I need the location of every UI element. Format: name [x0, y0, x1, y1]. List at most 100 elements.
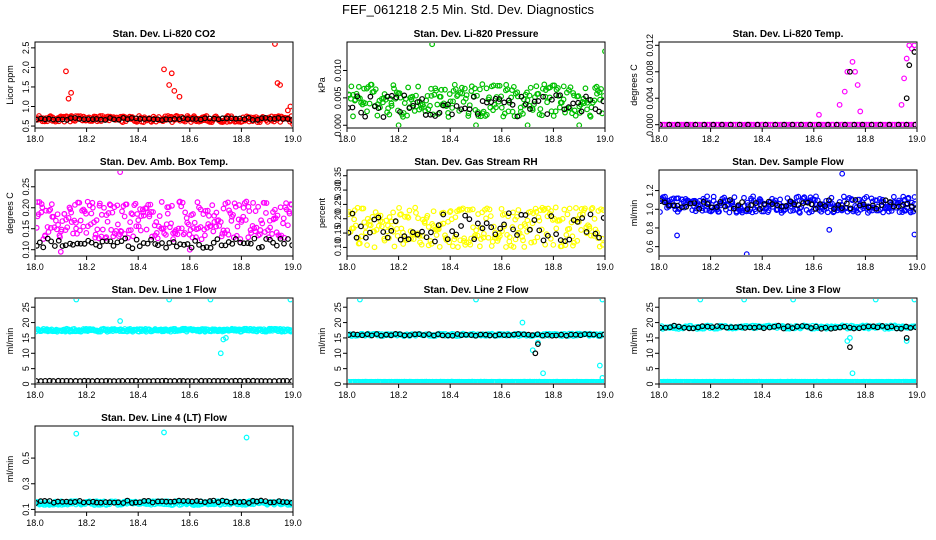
x-tick-label: 18.8: [233, 134, 251, 144]
data-point: [280, 215, 287, 222]
data-point: [548, 96, 555, 103]
data-point: [381, 237, 388, 244]
data-point: [469, 206, 476, 213]
data-point: [210, 228, 217, 235]
plot-frame: [346, 41, 606, 129]
data-point: [529, 107, 536, 113]
x-tick-label: 18.2: [390, 262, 408, 272]
data-point: [487, 213, 494, 220]
data-point: [83, 210, 89, 217]
data-point: [193, 234, 199, 241]
data-point: [519, 233, 525, 240]
data-point: [696, 205, 703, 212]
data-point: [748, 202, 755, 209]
data-point: [63, 68, 69, 75]
x-tick-label: 18.0: [338, 262, 356, 272]
data-point: [798, 121, 804, 127]
data-point: [396, 204, 402, 211]
data-point: [762, 121, 769, 127]
data-point: [449, 243, 456, 250]
data-point: [782, 206, 789, 213]
data-point: [869, 202, 876, 209]
data-point: [586, 225, 593, 232]
data-point: [847, 205, 854, 212]
data-point: [401, 332, 408, 339]
data-point: [259, 244, 265, 250]
data-point: [179, 199, 186, 206]
data-point: [430, 208, 437, 215]
data-point: [442, 86, 448, 93]
data-point: [46, 377, 53, 383]
data-point: [873, 205, 880, 212]
data-point: [168, 220, 174, 227]
y-tick-label: 0.20: [333, 210, 343, 228]
data-point: [261, 199, 268, 206]
data-point: [762, 202, 769, 209]
x-tick-label: 18.2: [390, 390, 408, 400]
data-point: [210, 497, 217, 504]
data-point: [467, 206, 473, 213]
plot-frame: [34, 425, 294, 513]
data-point: [277, 204, 284, 211]
data-point: [39, 204, 46, 211]
data-point: [209, 202, 216, 209]
x-tick-label: 18.8: [857, 134, 875, 144]
data-point: [48, 238, 55, 245]
data-point: [710, 193, 717, 200]
data-point: [535, 214, 542, 221]
data-point: [409, 229, 416, 236]
data-point: [110, 242, 117, 249]
chart-title: Stan. Dev. Li-820 Temp.: [733, 29, 844, 40]
x-tick-label: 18.4: [441, 134, 459, 144]
data-point: [874, 324, 881, 331]
data-point: [76, 227, 83, 234]
data-point: [510, 226, 516, 233]
x-tick-label: 18.4: [753, 262, 771, 272]
y-tick-label: 0: [333, 381, 343, 386]
data-point: [841, 88, 848, 95]
data-point: [280, 220, 286, 227]
data-point: [226, 207, 232, 214]
data-point: [175, 225, 182, 232]
y-tick-label: 25: [21, 302, 31, 312]
data-point: [238, 217, 245, 223]
x-tick-label: 19.0: [596, 262, 614, 272]
data-point: [601, 92, 604, 99]
data-point: [274, 212, 281, 219]
y-tick-label: 0.008: [645, 61, 655, 84]
data-point: [463, 92, 470, 99]
data-point: [599, 235, 604, 242]
y-tick-label: 2.0: [21, 61, 31, 74]
data-point: [289, 378, 292, 383]
data-point: [243, 198, 250, 205]
data-point: [135, 217, 142, 224]
plot-frame: [658, 41, 918, 129]
data-point: [413, 92, 419, 99]
data-point: [532, 350, 539, 357]
data-point: [368, 332, 375, 339]
data-point: [280, 378, 287, 383]
x-tick-label: 18.2: [702, 390, 720, 400]
data-point: [270, 239, 276, 246]
data-point: [202, 232, 208, 239]
x-tick-label: 18.4: [441, 390, 459, 400]
data-point: [362, 113, 369, 120]
data-point: [896, 209, 903, 215]
data-point: [783, 203, 789, 209]
data-point: [284, 222, 291, 229]
data-point: [359, 332, 366, 339]
data-point: [424, 212, 431, 219]
data-point: [437, 93, 444, 100]
data-point: [868, 121, 875, 127]
data-point: [754, 121, 761, 127]
y-tick-label: 0.5: [21, 120, 31, 133]
data-point: [531, 98, 538, 105]
data-point: [756, 206, 763, 212]
data-point: [859, 121, 866, 127]
data-point: [541, 206, 548, 212]
data-point: [466, 102, 473, 109]
data-point: [81, 240, 88, 247]
data-point: [252, 208, 259, 215]
data-point: [267, 236, 273, 243]
data-point: [500, 113, 507, 120]
